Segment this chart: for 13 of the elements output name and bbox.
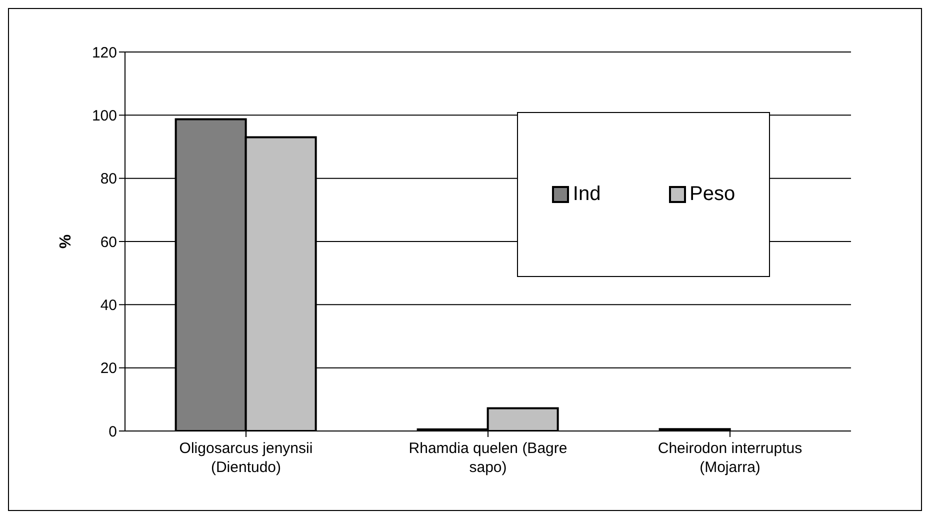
y-axis-title: %: [58, 234, 75, 249]
y-tick-label: 20: [100, 360, 117, 378]
legend-label: Ind: [572, 183, 601, 206]
legend-label: Peso: [688, 183, 736, 206]
x-tick-label: Oligosarcus jenynsii (Dientudo): [179, 440, 313, 476]
y-tick-label: 100: [92, 107, 117, 124]
y-tick-label: 40: [100, 296, 117, 314]
y-tick-label: 80: [100, 170, 117, 188]
y-tick-label: 0: [108, 423, 117, 440]
y-tick-label: 60: [100, 234, 117, 251]
x-tick-label: Rhamdia quelen (Bagre sapo): [408, 440, 568, 476]
x-tick-label: Cheirodon interruptus (Mojarra): [658, 440, 802, 476]
y-tick-label: 120: [92, 44, 117, 62]
